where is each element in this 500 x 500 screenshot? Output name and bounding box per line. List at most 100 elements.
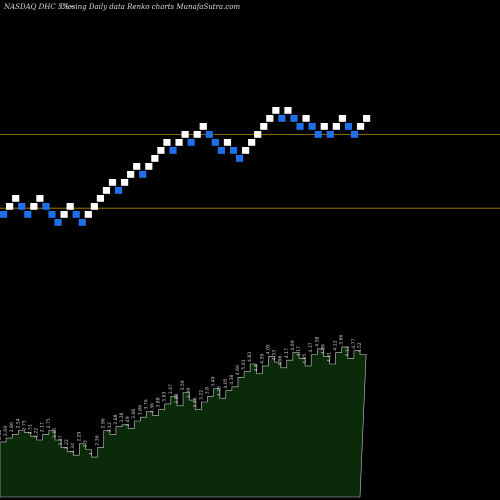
volume-label-37: 4.05: [223, 378, 229, 388]
volume-label-40: 5.01: [241, 359, 247, 369]
renko-brick-32: [193, 131, 201, 138]
renko-brick-43: [260, 123, 268, 130]
renko-brick-11: [66, 203, 74, 210]
volume-label-41: 4.83: [247, 352, 253, 362]
volume-label-42: 4.8: [253, 364, 259, 371]
renko-brick-14: [84, 211, 92, 218]
renko-brick-3: [18, 203, 26, 210]
renko-brick-12: [72, 211, 80, 218]
renko-brick-51: [308, 123, 316, 130]
renko-brick-40: [242, 147, 250, 154]
renko-brick-39: [235, 155, 244, 162]
volume-label-46: 3.96: [278, 355, 284, 365]
renko-brick-31: [187, 139, 195, 146]
volume-label-19: 2.68: [113, 414, 119, 424]
volume-label-8: 2.75: [46, 418, 52, 428]
renko-brick-47: [284, 107, 292, 114]
volume-label-9: 2.65: [52, 428, 58, 438]
volume-label-54: 4.61: [326, 352, 332, 362]
renko-brick-54: [326, 131, 334, 138]
volume-labels: 2.48 2.69 2.86 2.54 2.75 2.51 2.222.17 2.752.65…: [0, 335, 363, 456]
renko-brick-21: [127, 171, 135, 178]
chart-header-ticker: NASDAQ DHC 5%~: [4, 3, 75, 11]
volume-label-57: 5.12: [345, 346, 351, 356]
renko-brick-49: [296, 123, 304, 130]
volume-label-49: 4.17: [296, 346, 302, 356]
renko-brick-34: [205, 131, 213, 138]
renko-brick-10: [60, 211, 68, 218]
volume-label-20: 3.28: [119, 412, 125, 422]
renko-brick-13: [78, 219, 86, 226]
renko-brick-2: [12, 195, 20, 202]
renko-brick-9: [54, 219, 62, 226]
renko-brick-23: [139, 171, 147, 178]
volume-label-27: 3.63: [162, 392, 168, 402]
renko-brick-44: [266, 115, 274, 122]
renko-brick-56: [338, 115, 346, 122]
volume-label-17: 2.96: [101, 418, 107, 428]
renko-brick-48: [290, 115, 298, 122]
volume-label-43: 4.59: [259, 354, 265, 364]
renko-brick-26: [157, 147, 165, 154]
renko-brick-46: [278, 115, 286, 122]
volume-label-12: 2.34: [70, 443, 76, 453]
renko-brick-33: [199, 123, 207, 130]
volume-label-2: 2.86: [9, 422, 15, 432]
volume-label-34: 3.8: [204, 387, 210, 394]
volume-label-31: 3.39: [186, 388, 192, 398]
volume-label-33: 3.22: [198, 390, 204, 400]
volume-label-44: 4.05: [265, 344, 271, 354]
renko-brick-20: [121, 179, 129, 186]
volume-label-58: 4.77: [351, 338, 357, 348]
volume-label-38: 4.38: [229, 374, 235, 384]
volume-panel: [0, 346, 367, 498]
volume-label-15: 4: [89, 452, 95, 455]
reference-lines: [0, 134, 500, 209]
volume-label-26: 3.88: [156, 397, 162, 407]
volume-label-59: 4.52: [357, 342, 363, 352]
volume-label-6: 2.22: [34, 428, 40, 438]
renko-brick-19: [114, 187, 123, 194]
volume-label-25: 3.36: [150, 403, 156, 413]
renko-brick-50: [302, 115, 310, 122]
renko-brick-29: [175, 139, 183, 146]
renko-brick-55: [332, 123, 340, 130]
renko-brick-59: [356, 123, 365, 130]
renko-brick-0: [0, 211, 8, 218]
renko-brick-24: [145, 163, 153, 170]
volume-label-55: 4.12: [333, 340, 339, 350]
volume-label-0: 2.48: [0, 430, 3, 440]
volume-label-48: 4.69: [290, 340, 296, 350]
renko-brick-35: [211, 139, 219, 146]
renko-bricks: [0, 107, 371, 226]
renko-brick-53: [320, 123, 328, 130]
renko-brick-1: [6, 203, 14, 210]
renko-brick-15: [90, 203, 98, 210]
volume-label-5: 2.51: [28, 424, 34, 434]
volume-label-10: 2.37: [58, 435, 64, 445]
volume-label-4: 2.75: [21, 420, 27, 430]
renko-brick-17: [102, 187, 111, 194]
chart-header-description: Closing Daily data Renko charts MunafaSu…: [60, 3, 241, 11]
renko-brick-36: [217, 147, 225, 154]
volume-label-28: 3.47: [168, 384, 174, 394]
volume-label-14: 2.3: [82, 440, 88, 447]
renko-brick-8: [48, 211, 56, 218]
renko-brick-4: [24, 211, 32, 218]
volume-label-22: 3.68: [131, 409, 137, 419]
renko-brick-18: [108, 179, 117, 186]
volume-label-36: 3.25: [217, 386, 223, 396]
renko-brick-27: [163, 139, 171, 146]
volume-area: [0, 346, 367, 498]
renko-brick-6: [36, 195, 44, 202]
renko-brick-41: [248, 139, 256, 146]
renko-brick-58: [350, 131, 359, 138]
renko-brick-16: [96, 195, 104, 202]
renko-brick-30: [181, 131, 189, 138]
volume-label-56: 3.66: [339, 335, 345, 345]
renko-brick-38: [229, 147, 238, 154]
renko-brick-52: [314, 131, 322, 138]
volume-label-50: 4.65: [302, 354, 308, 364]
volume-label-39: 4.66: [235, 365, 241, 375]
renko-brick-45: [272, 107, 280, 114]
